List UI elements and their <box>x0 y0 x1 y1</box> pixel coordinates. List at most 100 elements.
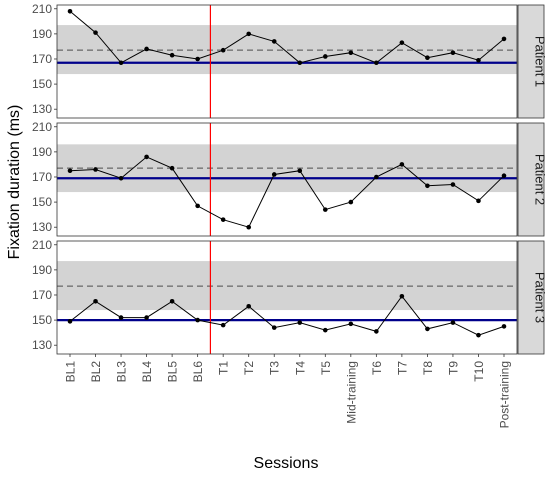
facet-strip-label: Patient 2 <box>533 154 548 205</box>
y-tick-label: 210 <box>32 238 52 252</box>
data-point <box>169 298 175 304</box>
data-point <box>195 56 200 62</box>
y-tick-label: 130 <box>32 102 52 116</box>
data-point <box>374 60 379 66</box>
data-point <box>297 60 303 66</box>
y-tick-label: 210 <box>32 120 52 134</box>
x-tick-label: BL5 <box>166 361 180 383</box>
y-tick-label: 170 <box>32 288 52 302</box>
data-point <box>501 324 507 329</box>
panel-border <box>56 240 518 355</box>
data-point <box>399 40 405 45</box>
data-point <box>67 319 73 324</box>
data-point <box>476 57 481 63</box>
y-tick-label: 210 <box>32 2 52 16</box>
x-tick-label: T10 <box>472 361 486 382</box>
data-point <box>169 52 175 58</box>
x-tick-label: Mid-training <box>344 361 358 424</box>
data-point <box>450 320 456 325</box>
panel-3: 130 150 170 190 210 Patient 3 <box>32 238 548 355</box>
data-point <box>374 329 379 334</box>
data-point <box>425 183 430 189</box>
data-point <box>220 47 226 53</box>
data-point <box>246 224 252 230</box>
x-tick-label: T8 <box>421 361 435 375</box>
data-point <box>169 165 175 171</box>
x-tick-label: T3 <box>268 361 282 375</box>
data-point <box>476 332 481 338</box>
data-point <box>271 39 277 44</box>
data-point <box>220 322 226 328</box>
data-point <box>374 174 379 180</box>
x-tick-label: T6 <box>370 361 384 375</box>
x-tick-label: Post-training <box>498 361 512 428</box>
x-tick-label: BL3 <box>115 361 129 383</box>
series-line <box>69 295 505 336</box>
y-tick-label: 150 <box>32 313 52 327</box>
series-line <box>69 156 505 228</box>
x-tick-label: T9 <box>446 361 460 375</box>
y-tick-label: 190 <box>32 27 52 41</box>
x-tick-label: T7 <box>395 361 409 375</box>
data-point <box>322 207 328 212</box>
y-tick-label: 130 <box>32 220 52 234</box>
x-tick-label: BL2 <box>89 361 103 383</box>
data-point <box>246 303 252 309</box>
y-tick-label: 150 <box>32 77 52 91</box>
data-point <box>425 326 430 332</box>
y-tick-label: 190 <box>32 263 52 277</box>
data-point <box>144 315 149 320</box>
panel-border <box>56 122 518 237</box>
x-tick-label: T4 <box>293 361 307 375</box>
panel-2: 130 150 170 190 210 Patient 2 <box>32 120 548 237</box>
data-point <box>144 154 149 160</box>
y-axis-title: Fixation duration (ms) <box>6 105 23 260</box>
data-point <box>348 321 354 327</box>
data-point <box>501 36 507 42</box>
x-tick-label: BL4 <box>140 361 154 383</box>
data-point <box>118 175 124 181</box>
data-point <box>271 172 277 177</box>
x-tick-label: T1 <box>217 361 231 375</box>
panels-layer: 130 150 170 190 210 Patient 1 130 150 170 190 210 P… <box>32 2 548 355</box>
x-axis-title: Sessions <box>254 455 319 472</box>
y-tick-label: 130 <box>32 338 52 352</box>
data-point <box>67 8 73 14</box>
data-point <box>297 168 303 174</box>
data-point <box>425 55 430 61</box>
x-tick-label: T2 <box>242 361 256 375</box>
data-point <box>322 327 328 333</box>
data-point <box>297 320 303 325</box>
y-tick-label: 190 <box>32 145 52 159</box>
data-point <box>399 293 405 299</box>
x-tick-label: BL6 <box>191 361 205 383</box>
data-point <box>195 203 200 209</box>
x-axis: BL1 BL2 BL3 BL4 BL5 BL6 T1 T2 T3 T4 T5 Mid-training… <box>64 354 512 428</box>
data-point <box>501 173 507 179</box>
data-point <box>348 50 354 56</box>
data-point <box>450 182 456 187</box>
data-point <box>271 325 277 330</box>
data-point <box>220 217 226 222</box>
data-point <box>93 167 98 172</box>
facet-strip <box>517 122 545 237</box>
x-tick-label: T5 <box>319 361 333 375</box>
facet-strip <box>517 240 545 355</box>
panel-border <box>56 4 518 119</box>
data-point <box>348 199 354 205</box>
y-tick-label: 170 <box>32 170 52 184</box>
panel-1: 130 150 170 190 210 Patient 1 <box>32 2 548 119</box>
facet-strip-label: Patient 3 <box>533 272 548 323</box>
series-line <box>69 10 505 64</box>
data-point <box>450 50 456 56</box>
x-tick-label: BL1 <box>64 361 78 383</box>
data-point <box>118 315 124 320</box>
data-point <box>144 46 149 52</box>
data-point <box>195 317 200 323</box>
data-point <box>399 162 405 167</box>
facet-strip-label: Patient 1 <box>533 36 548 87</box>
data-point <box>93 30 98 35</box>
data-point <box>67 168 73 174</box>
data-point <box>246 31 252 37</box>
